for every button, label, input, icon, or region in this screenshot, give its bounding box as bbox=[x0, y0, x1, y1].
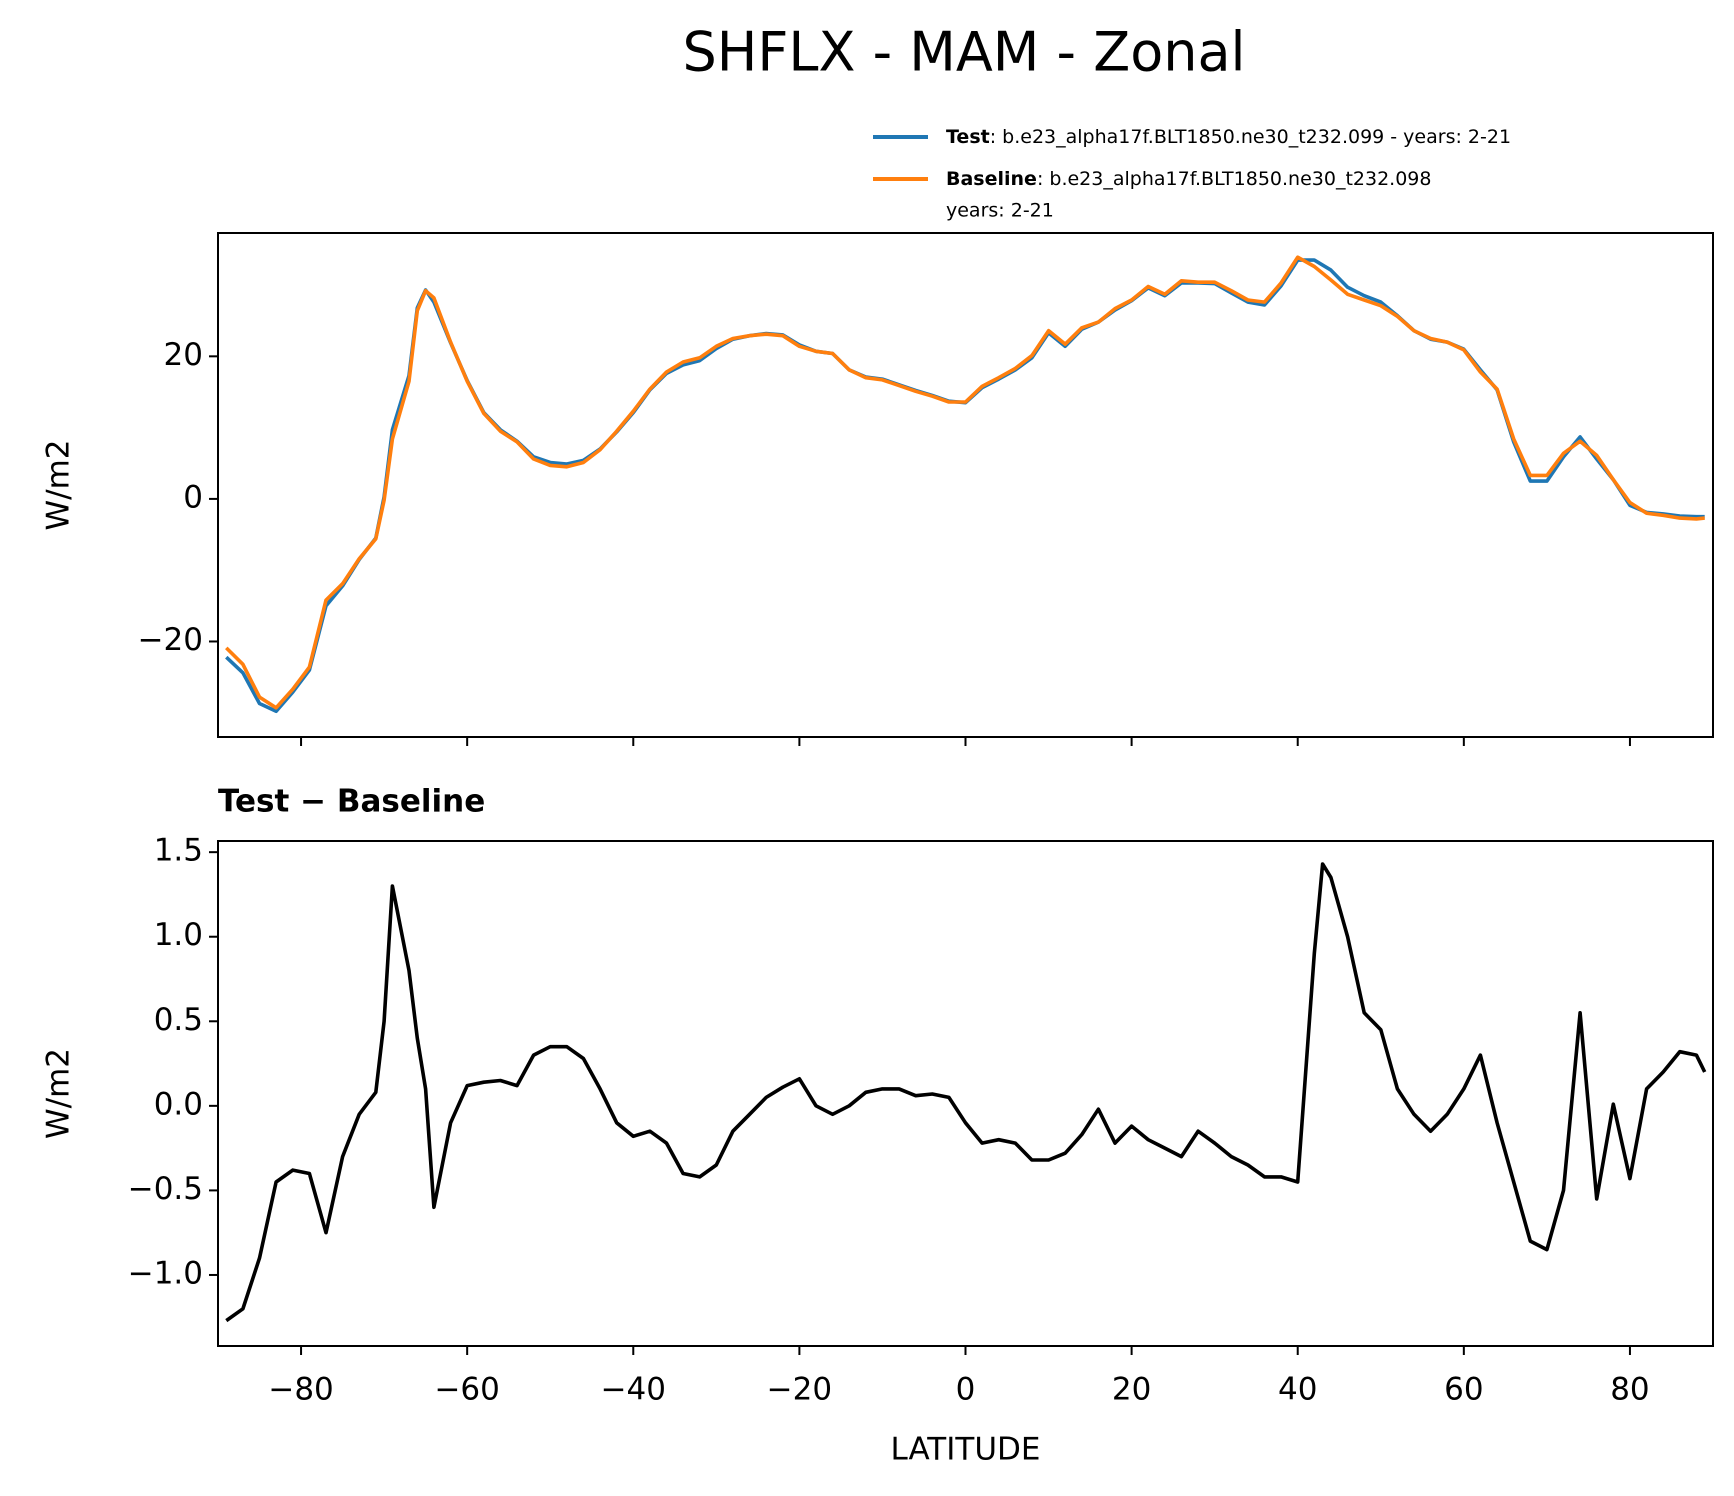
y-tick-label: 0 bbox=[183, 479, 203, 515]
x-tick-label: −60 bbox=[434, 1372, 499, 1408]
data-line bbox=[225, 862, 1707, 1323]
y-tick-label: 1.0 bbox=[154, 917, 203, 953]
x-tick-label: 40 bbox=[1278, 1372, 1317, 1408]
y-axis-label: W/m2 bbox=[41, 1048, 77, 1139]
axes-frame bbox=[217, 232, 1714, 738]
axes-frame bbox=[217, 840, 1714, 1347]
x-tick-label: 0 bbox=[956, 1372, 976, 1408]
y-axis-label: W/m2 bbox=[41, 439, 77, 530]
y-tick-label: 1.5 bbox=[154, 833, 203, 869]
legend-entry: Baseline: b.e23_alpha17f.BLT1850.ne30_t2… bbox=[946, 168, 1431, 190]
y-tick-label: −1.0 bbox=[128, 1255, 203, 1291]
x-tick-label: 20 bbox=[1112, 1372, 1151, 1408]
legend-text: : b.e23_alpha17f.BLT1850.ne30_t232.099 -… bbox=[990, 126, 1511, 148]
y-tick-label: 20 bbox=[164, 337, 203, 373]
legend-entry: Test: b.e23_alpha17f.BLT1850.ne30_t232.0… bbox=[946, 126, 1511, 148]
subplot-title: Test − Baseline bbox=[218, 784, 485, 820]
x-tick-label: −20 bbox=[767, 1372, 832, 1408]
y-tick-label: 0.0 bbox=[154, 1086, 203, 1122]
x-axis-label: LATITUDE bbox=[891, 1432, 1041, 1468]
y-tick-label: −0.5 bbox=[128, 1171, 203, 1207]
legend-text: years: 2-21 bbox=[946, 200, 1054, 222]
y-tick-label: 0.5 bbox=[154, 1002, 203, 1038]
figure-title: SHFLX - MAM - Zonal bbox=[682, 21, 1245, 84]
data-line bbox=[225, 255, 1705, 710]
y-tick-label: −20 bbox=[138, 622, 203, 658]
legend-name: Baseline bbox=[946, 168, 1037, 190]
x-tick-label: −80 bbox=[268, 1372, 333, 1408]
x-tick-label: 60 bbox=[1444, 1372, 1483, 1408]
x-tick-label: −40 bbox=[601, 1372, 666, 1408]
x-tick-label: 80 bbox=[1610, 1372, 1649, 1408]
legend-name: Test bbox=[946, 126, 990, 148]
legend-text: : b.e23_alpha17f.BLT1850.ne30_t232.098 bbox=[1037, 168, 1432, 190]
